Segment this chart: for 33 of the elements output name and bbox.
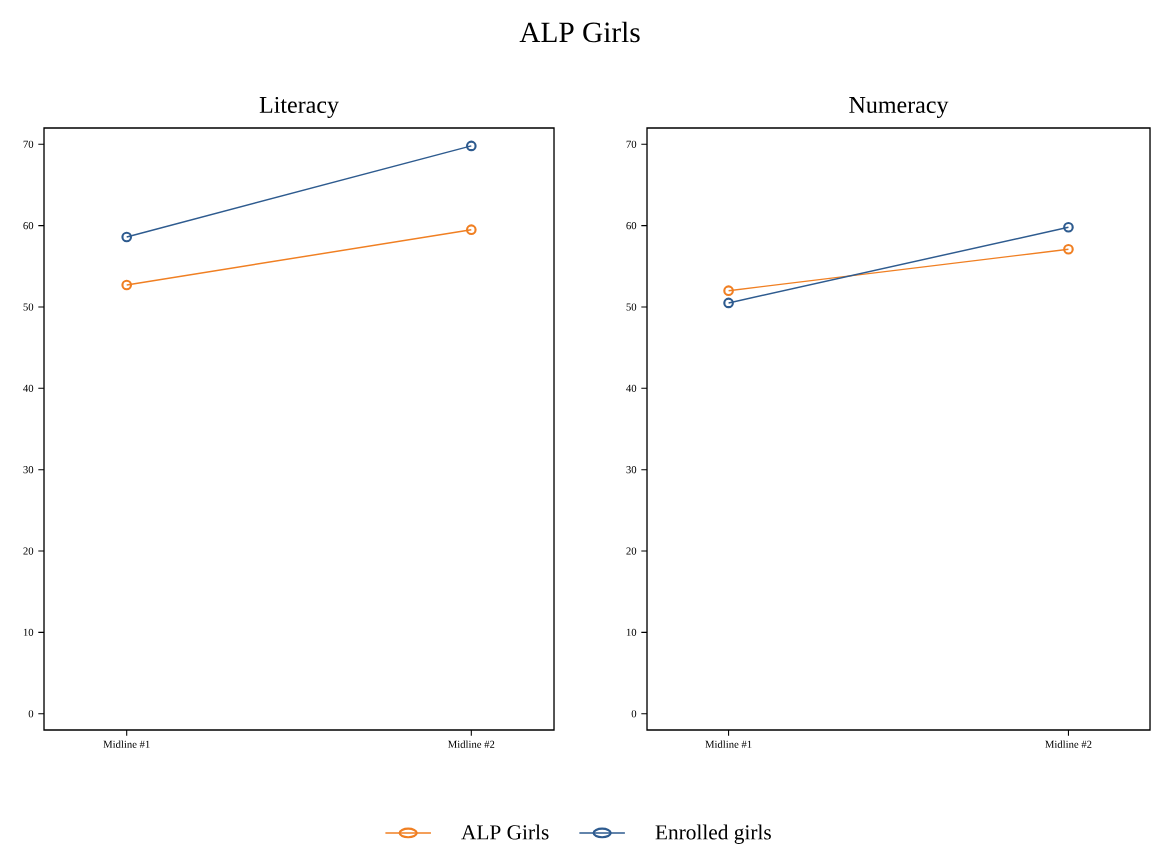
x-tick-label: Midline #1 (103, 740, 150, 748)
y-tick-label: 70 (626, 140, 637, 148)
y-tick-label: 10 (626, 628, 637, 636)
y-tick-label: 20 (23, 547, 34, 555)
y-tick-label: 50 (626, 303, 637, 311)
point (723, 297, 734, 309)
point (121, 231, 133, 243)
y-tick-label: 70 (23, 140, 34, 148)
y-tick-label: 60 (23, 222, 34, 230)
y-tick-label: 20 (626, 547, 637, 555)
y-tick-label: 60 (626, 222, 637, 230)
y-tick-label: 30 (23, 466, 34, 474)
point (465, 140, 477, 152)
legend-label: ALP Girls (461, 824, 549, 840)
y-tick-label: 40 (23, 384, 34, 392)
chart-title: Numeracy (849, 97, 949, 118)
x-tick-label: Midline #2 (1045, 740, 1092, 748)
point (1063, 243, 1074, 255)
y-tick-label: 40 (626, 384, 637, 392)
point (723, 285, 734, 297)
point (1063, 221, 1074, 233)
y-tick-label: 30 (626, 466, 637, 474)
chart-title: Literacy (259, 96, 339, 118)
y-tick-label: 10 (23, 628, 34, 636)
y-tick-label: 50 (23, 303, 34, 311)
text: ALP Girls (519, 21, 640, 43)
x-tick-label: Midline #1 (705, 740, 752, 748)
point (465, 224, 477, 236)
legend-label: Enrolled girls (655, 824, 771, 844)
y-tick-label: 0 (631, 710, 637, 718)
point (121, 279, 133, 291)
x-tick-label: Midline #2 (448, 740, 495, 748)
y-tick-label: 0 (28, 710, 34, 718)
